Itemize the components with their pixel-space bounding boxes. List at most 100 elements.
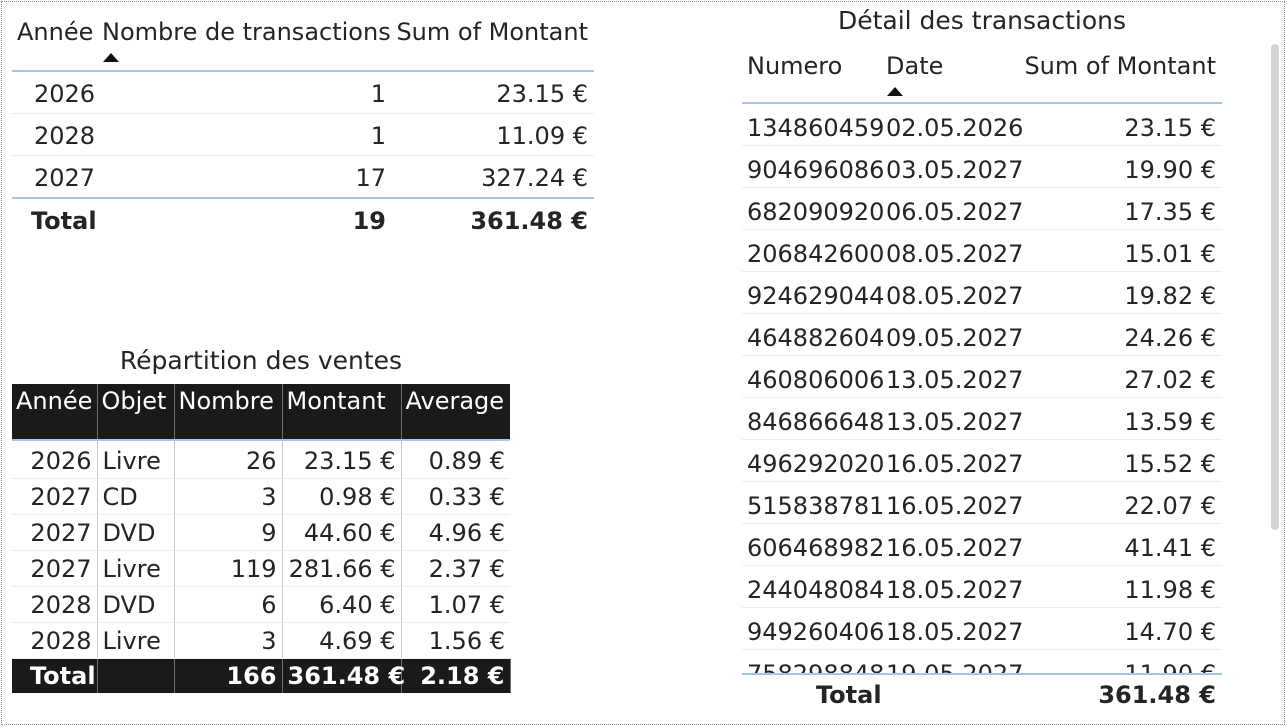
table-row[interactable]: 846866648 13.05.2027 13.59 € <box>742 398 1222 440</box>
cell-sum: 23.15 € <box>496 80 588 108</box>
cell-montant: 4.69 € <box>282 622 402 659</box>
total-label: Total <box>31 207 97 235</box>
column-header-date[interactable]: Date <box>886 52 944 80</box>
total-row: Total 19 361.48 € <box>12 199 594 241</box>
cell-average: 0.89 € <box>401 440 510 479</box>
cell-count: 1 <box>370 80 386 108</box>
cell-montant: 281.66 € <box>282 550 402 587</box>
cell-date: 02.05.2026 <box>886 114 1024 142</box>
table-row[interactable]: 2028 DVD 6 6.40 € 1.07 € <box>12 586 510 623</box>
cell-date: 13.05.2027 <box>886 408 1024 436</box>
detail-header-row: Numero Date Sum of Montant <box>742 48 1222 104</box>
cell-numero: 949260406 <box>747 618 885 646</box>
total-sum: 361.48 € <box>470 207 588 235</box>
cell-year: 2027 <box>12 514 98 551</box>
total-count: 19 <box>352 207 386 235</box>
cell-montant: 44.60 € <box>282 514 402 551</box>
repartition-matrix[interactable]: Année Objet Nombre Montant Average 2026 … <box>12 384 511 693</box>
table-row[interactable]: 904696086 03.05.2027 19.90 € <box>742 146 1222 188</box>
total-label: Total <box>816 681 882 709</box>
cell-montant: 23.15 € <box>282 440 402 479</box>
cell-montant: 27.02 € <box>1124 366 1216 394</box>
cell-numero: 460806006 <box>747 366 885 394</box>
column-header-objet[interactable]: Objet <box>97 384 175 441</box>
table-row[interactable]: 134860459 02.05.2026 23.15 € <box>742 104 1222 146</box>
vertical-scrollbar[interactable] <box>1271 44 1279 530</box>
cell-numero: 515838781 <box>747 492 885 520</box>
cell-nombre: 6 <box>174 586 283 623</box>
table-row[interactable]: 2028 Livre 3 4.69 € 1.56 € <box>12 622 510 659</box>
cell-count: 17 <box>355 164 386 192</box>
cell-numero: 606468982 <box>747 534 885 562</box>
table-row[interactable]: 2028 1 11.09 € <box>12 114 594 156</box>
column-header-annee[interactable]: Année <box>12 384 98 441</box>
detail-rows[interactable]: 134860459 02.05.2026 23.15 € 904696086 03.0… <box>742 104 1222 673</box>
column-header-nombre-transactions[interactable]: Nombre de transactions <box>102 18 391 46</box>
cell-date: 18.05.2027 <box>886 576 1024 604</box>
cell-montant: 6.40 € <box>282 586 402 623</box>
cell-numero: 134860459 <box>747 114 885 142</box>
total-row: Total 166 361.48 € 2.18 € <box>12 658 511 693</box>
table-row[interactable]: 949260406 18.05.2027 14.70 € <box>742 608 1222 650</box>
column-header-annee[interactable]: Année <box>17 18 94 46</box>
table-row[interactable]: 2027 17 327.24 € <box>12 156 594 199</box>
cell-montant: 23.15 € <box>1124 114 1216 142</box>
summary-by-year-table[interactable]: Année Nombre de transactions Sum of Mont… <box>12 14 594 241</box>
column-header-average[interactable]: Average <box>401 384 510 441</box>
cell-year: 2028 <box>12 586 98 623</box>
cell-average: 1.56 € <box>401 622 510 659</box>
total-average: 2.18 € <box>401 658 511 693</box>
column-header-sum-montant[interactable]: Sum of Montant <box>396 18 588 46</box>
table-row[interactable]: 2027 DVD 9 44.60 € 4.96 € <box>12 514 510 551</box>
total-montant: 361.48 € <box>282 658 405 693</box>
cell-montant: 22.07 € <box>1124 492 1216 520</box>
total-row: Total 361.48 € <box>742 673 1222 715</box>
cell-average: 4.96 € <box>401 514 510 551</box>
cell-numero: 682090920 <box>747 198 885 226</box>
table-row[interactable]: 496292020 16.05.2027 15.52 € <box>742 440 1222 482</box>
cell-average: 1.07 € <box>401 586 510 623</box>
cell-montant: 11.98 € <box>1124 576 1216 604</box>
cell-objet: CD <box>97 478 175 515</box>
table-row[interactable]: 924629044 08.05.2027 19.82 € <box>742 272 1222 314</box>
total-label: Total <box>12 658 98 693</box>
cell-date: 16.05.2027 <box>886 534 1024 562</box>
column-header-sum-montant[interactable]: Sum of Montant <box>1024 52 1216 80</box>
cell-date: 08.05.2027 <box>886 240 1024 268</box>
table-row[interactable]: 682090920 06.05.2027 17.35 € <box>742 188 1222 230</box>
repartition-title: Répartition des ventes <box>119 346 403 375</box>
table-row[interactable]: 2026 1 23.15 € <box>12 72 594 114</box>
cell-montant: 24.26 € <box>1124 324 1216 352</box>
table-row[interactable]: 2027 CD 3 0.98 € 0.33 € <box>12 478 510 515</box>
sort-ascending-icon[interactable] <box>887 87 903 96</box>
table-row[interactable]: 606468982 16.05.2027 41.41 € <box>742 524 1222 566</box>
cell-montant: 13.59 € <box>1124 408 1216 436</box>
table-row[interactable]: 464882604 09.05.2027 24.26 € <box>742 314 1222 356</box>
sort-ascending-icon[interactable] <box>103 53 119 62</box>
cell-date: 16.05.2027 <box>886 492 1024 520</box>
table-row[interactable]: 206842600 08.05.2027 15.01 € <box>742 230 1222 272</box>
cell-objet: Livre <box>97 440 175 479</box>
table-row[interactable]: 2026 Livre 26 23.15 € 0.89 € <box>12 440 510 479</box>
cell-nombre: 9 <box>174 514 283 551</box>
cell-year: 2026 <box>12 440 98 479</box>
cell-objet: Livre <box>97 622 175 659</box>
table-row[interactable]: 460806006 13.05.2027 27.02 € <box>742 356 1222 398</box>
cell-objet: Livre <box>97 550 175 587</box>
column-header-nombre[interactable]: Nombre <box>174 384 283 441</box>
cell-objet: DVD <box>97 514 175 551</box>
table-row[interactable]: 244048084 18.05.2027 11.98 € <box>742 566 1222 608</box>
cell-nombre: 119 <box>174 550 283 587</box>
table-row[interactable]: 515838781 16.05.2027 22.07 € <box>742 482 1222 524</box>
cell-date: 06.05.2027 <box>886 198 1024 226</box>
table-row[interactable]: 75829884819.05.2027 11.90 € <box>742 650 1222 673</box>
cell-year: 2026 <box>34 80 96 108</box>
transaction-detail-table[interactable]: Numero Date Sum of Montant 134860459 02.0… <box>742 48 1222 715</box>
column-header-montant[interactable]: Montant <box>282 384 402 441</box>
cell-nombre: 3 <box>174 622 283 659</box>
table-row[interactable]: 2027 Livre 119 281.66 € 2.37 € <box>12 550 510 587</box>
summary-header-row: Année Nombre de transactions Sum of Mont… <box>12 14 594 72</box>
column-header-numero[interactable]: Numero <box>747 52 843 80</box>
cell-numero: 758298848 <box>747 660 884 673</box>
